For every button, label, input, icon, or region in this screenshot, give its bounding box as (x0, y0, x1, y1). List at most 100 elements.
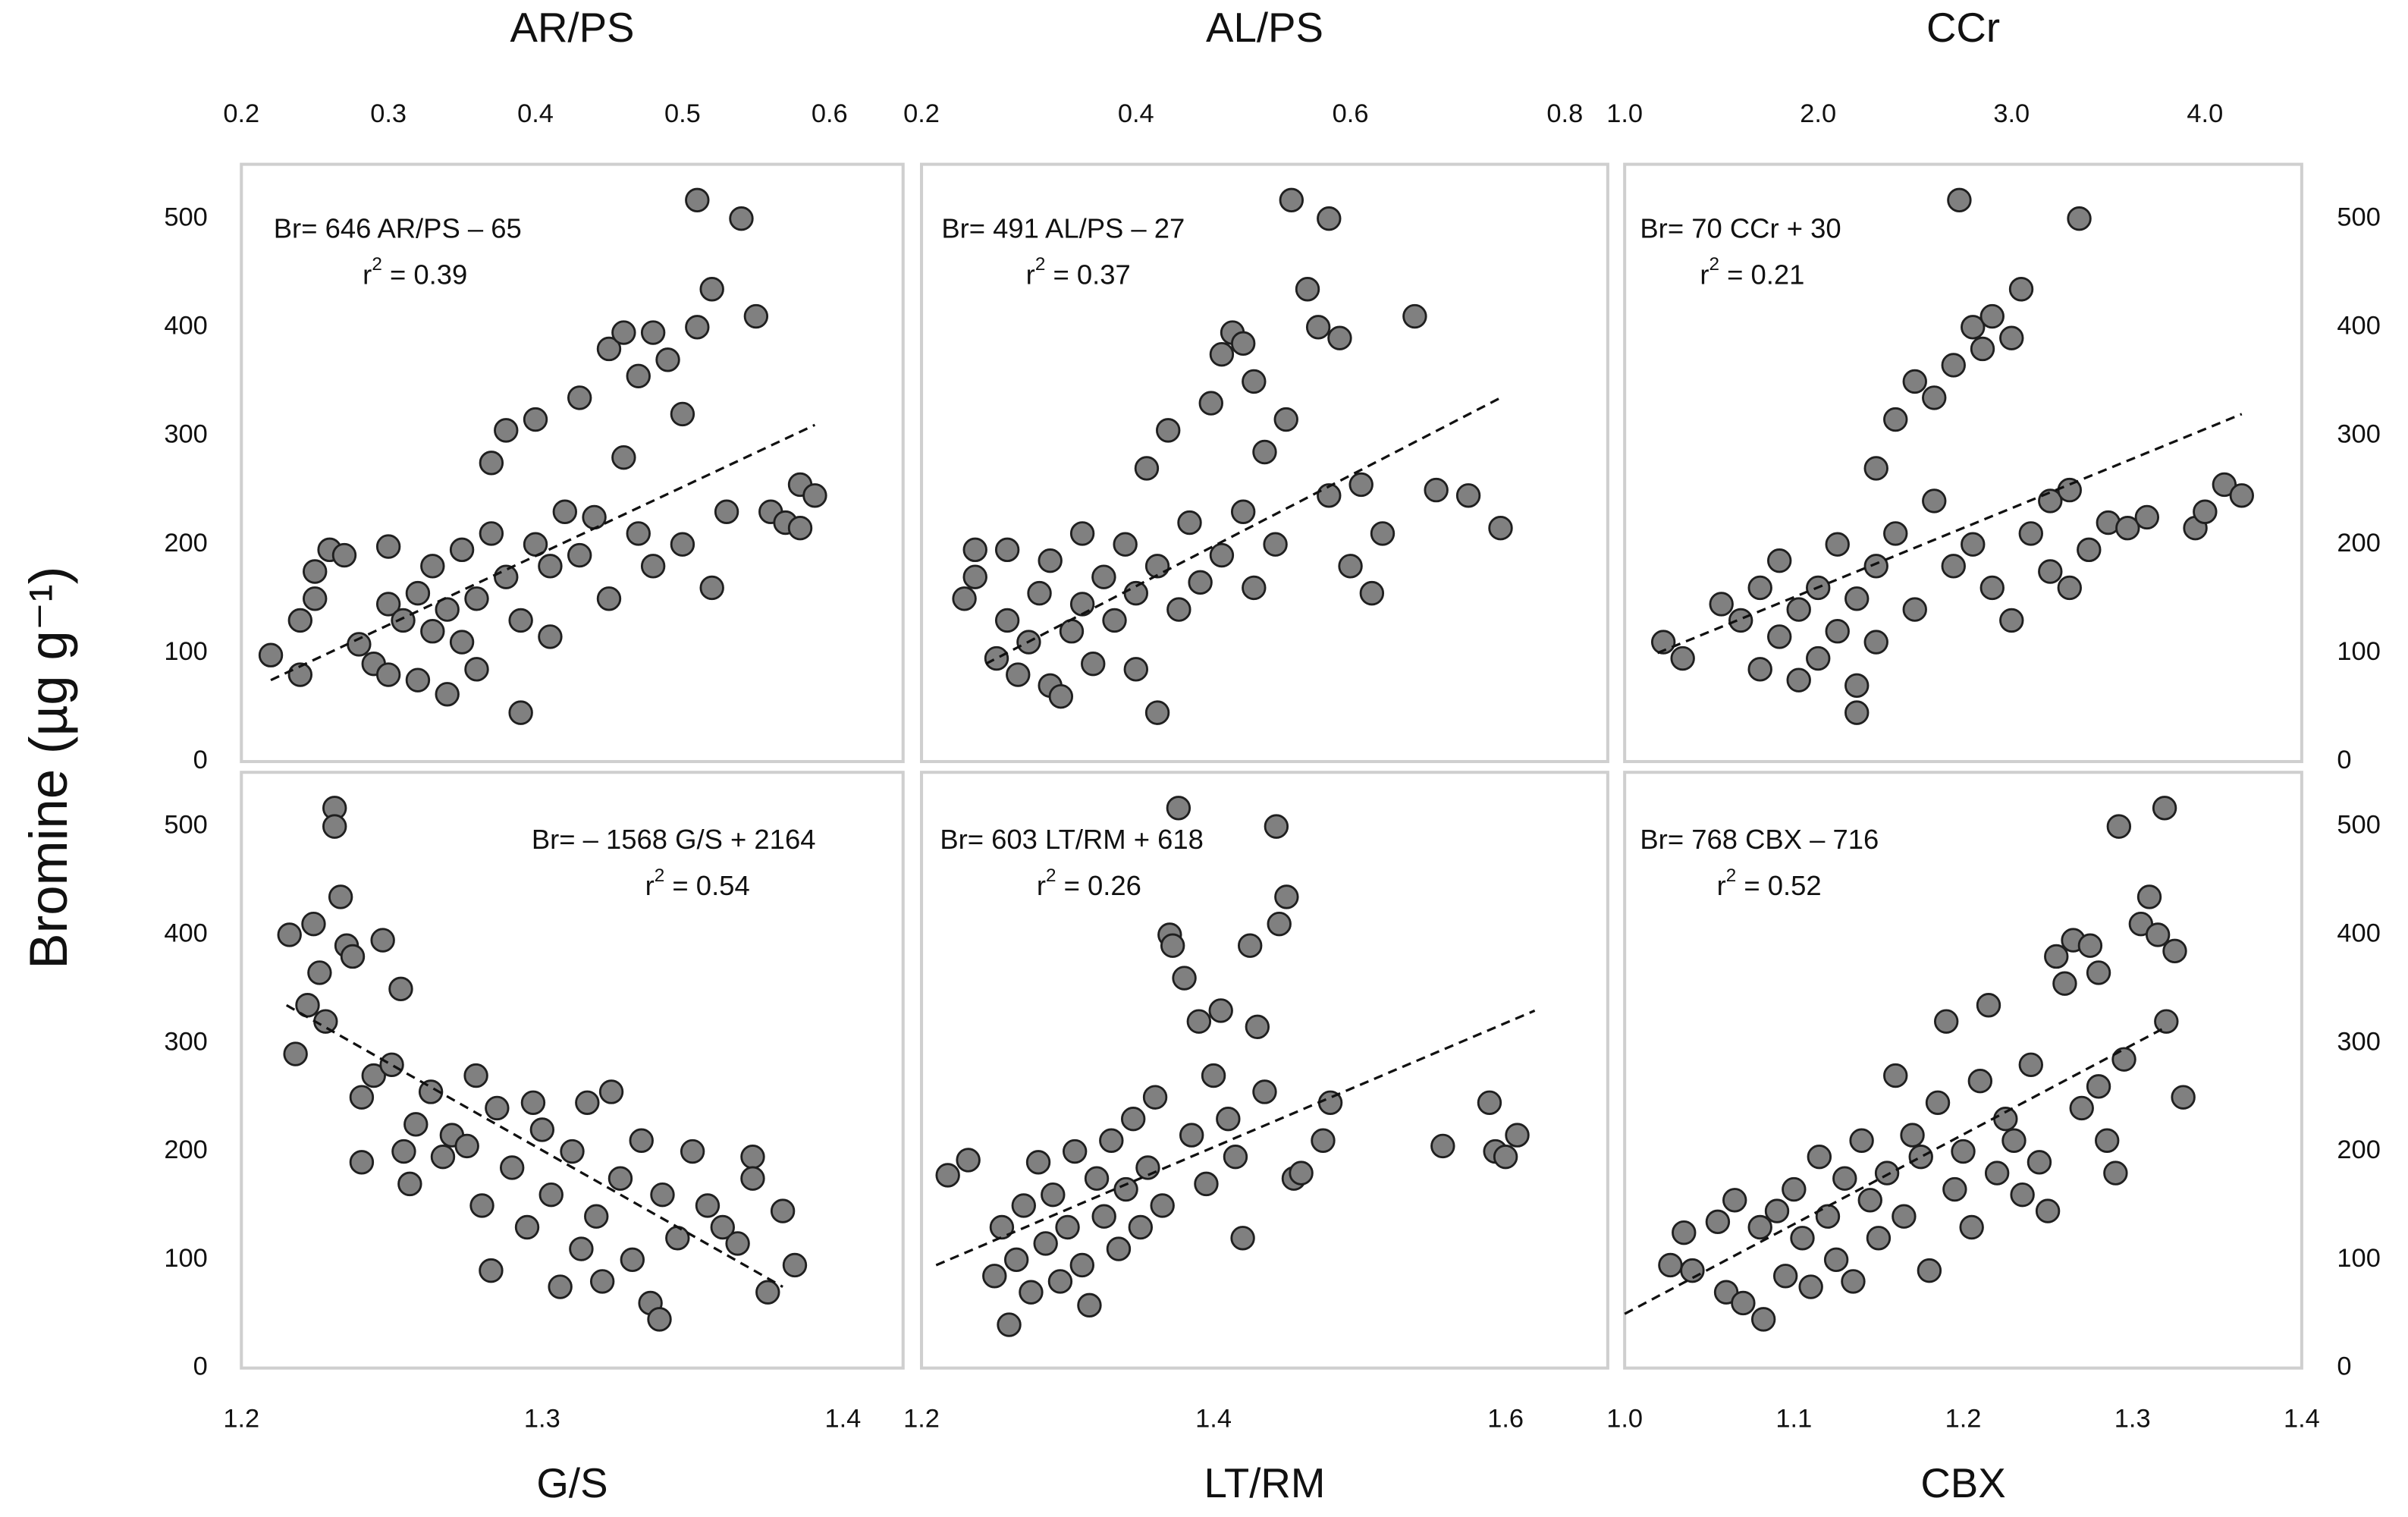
data-point (1658, 1252, 1683, 1278)
data-point (956, 1148, 981, 1173)
data-point (287, 662, 313, 687)
data-point (1230, 499, 1256, 524)
data-point (1922, 385, 1947, 410)
data-point (1188, 570, 1213, 595)
data-point (1166, 796, 1191, 821)
data-point (596, 336, 622, 362)
data-point (2001, 1128, 2027, 1153)
x-axis-title: LT/RM (1204, 1460, 1326, 1506)
r-squared-value: = 0.21 (1719, 259, 1804, 290)
data-point (1925, 1090, 1951, 1115)
data-point (1209, 542, 1235, 568)
data-point (397, 1171, 422, 1197)
data-point (508, 700, 533, 725)
data-point (1273, 407, 1298, 432)
data-point (1216, 1106, 1241, 1132)
data-point (1709, 592, 1734, 617)
data-point (479, 1258, 504, 1283)
data-point (405, 580, 431, 606)
data-point (1825, 619, 1850, 644)
data-point (403, 1112, 429, 1137)
data-point (2152, 796, 2177, 821)
data-point (375, 534, 401, 559)
data-point (529, 1117, 555, 1142)
data-point (1172, 966, 1197, 991)
data-point (1134, 456, 1160, 481)
data-point (1967, 1069, 1993, 1094)
data-point (2229, 483, 2254, 508)
data-point (1999, 325, 2024, 350)
y-tick-label: 0 (193, 746, 208, 774)
data-point (538, 554, 563, 579)
data-point (1979, 575, 2005, 601)
y-tick-label: 200 (2337, 1135, 2380, 1164)
y-tick-label: 200 (164, 529, 207, 557)
data-point (287, 608, 313, 633)
data-point (1128, 1214, 1154, 1240)
data-point (1327, 325, 1352, 350)
data-point (1006, 662, 1031, 687)
r-squared-exponent: 2 (1726, 865, 1737, 886)
data-point (582, 504, 607, 530)
data-point (1059, 619, 1085, 644)
x-tick-label: 1.6 (1487, 1405, 1524, 1434)
data-point (1069, 521, 1095, 546)
data-point (575, 1090, 600, 1115)
r-squared-exponent: 2 (655, 865, 665, 886)
y-tick-label: 100 (2337, 637, 2380, 666)
y-tick-label: 300 (2337, 1027, 2380, 1056)
data-point (375, 592, 401, 617)
data-point (479, 451, 504, 476)
data-point (1984, 1161, 2010, 1186)
data-point (699, 277, 724, 302)
data-point (962, 564, 987, 589)
x-tick-label: 4.0 (2187, 99, 2223, 128)
data-point (1242, 369, 1267, 394)
data-point (670, 532, 695, 557)
data-point (1477, 1090, 1502, 1115)
data-point (1806, 645, 1831, 671)
data-point (1242, 575, 1267, 601)
data-point (640, 320, 666, 345)
data-point (1786, 597, 1811, 622)
data-point (379, 1052, 404, 1077)
x-axis-title: CBX (1920, 1460, 2005, 1506)
data-point (1933, 1009, 1959, 1034)
data-point (454, 1133, 479, 1159)
data-point (1941, 353, 1966, 378)
data-point (629, 1128, 654, 1153)
plot-frame (240, 771, 905, 1370)
data-point (1902, 369, 1927, 394)
x-tick-label: 1.2 (1945, 1405, 1982, 1434)
data-point (984, 645, 1009, 671)
y-tick-label: 400 (2337, 919, 2380, 948)
data-point (1047, 1269, 1073, 1294)
data-point (1038, 548, 1063, 573)
x-tick-label: 1.4 (825, 1405, 862, 1434)
data-point (699, 575, 724, 601)
x-tick-label: 1.2 (903, 1405, 940, 1434)
data-point (1113, 1176, 1138, 1202)
x-tick-label: 0.2 (223, 99, 259, 128)
r-squared-symbol: r (1037, 870, 1046, 901)
data-point (962, 537, 987, 563)
data-point (1305, 315, 1331, 340)
data-point (2077, 933, 2103, 958)
r-squared-value: = 0.26 (1056, 870, 1141, 901)
data-point (1892, 1204, 1917, 1229)
x-tick-label: 0.4 (517, 99, 554, 128)
x-tick-label: 0.8 (1546, 99, 1583, 128)
data-point (1505, 1123, 1530, 1148)
data-point (620, 1247, 645, 1273)
data-point (1430, 1133, 1455, 1159)
data-point (1488, 516, 1513, 541)
data-point (1402, 303, 1427, 329)
data-point (370, 928, 395, 953)
data-point (1680, 1258, 1705, 1283)
data-point (2115, 516, 2140, 541)
data-point (1102, 608, 1127, 633)
data-point (420, 619, 445, 644)
r-squared: r2 = 0.37 (1026, 255, 1131, 290)
x-tick-label: 1.0 (1606, 1405, 1643, 1434)
data-point (2162, 938, 2187, 964)
